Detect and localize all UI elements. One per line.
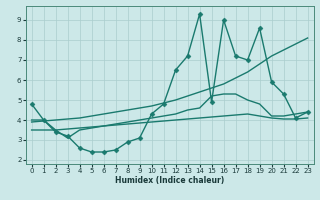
X-axis label: Humidex (Indice chaleur): Humidex (Indice chaleur) <box>115 176 224 185</box>
